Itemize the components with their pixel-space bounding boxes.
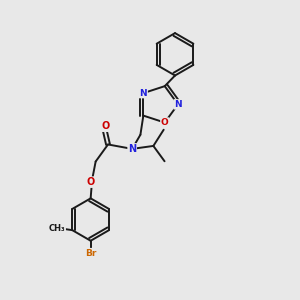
Text: O: O — [102, 121, 110, 131]
Text: Br: Br — [85, 249, 96, 258]
Text: O: O — [86, 177, 95, 187]
Text: CH₃: CH₃ — [49, 224, 65, 233]
Text: N: N — [140, 88, 147, 98]
Text: N: N — [128, 144, 136, 154]
Text: N: N — [174, 100, 182, 109]
Text: O: O — [161, 118, 169, 127]
